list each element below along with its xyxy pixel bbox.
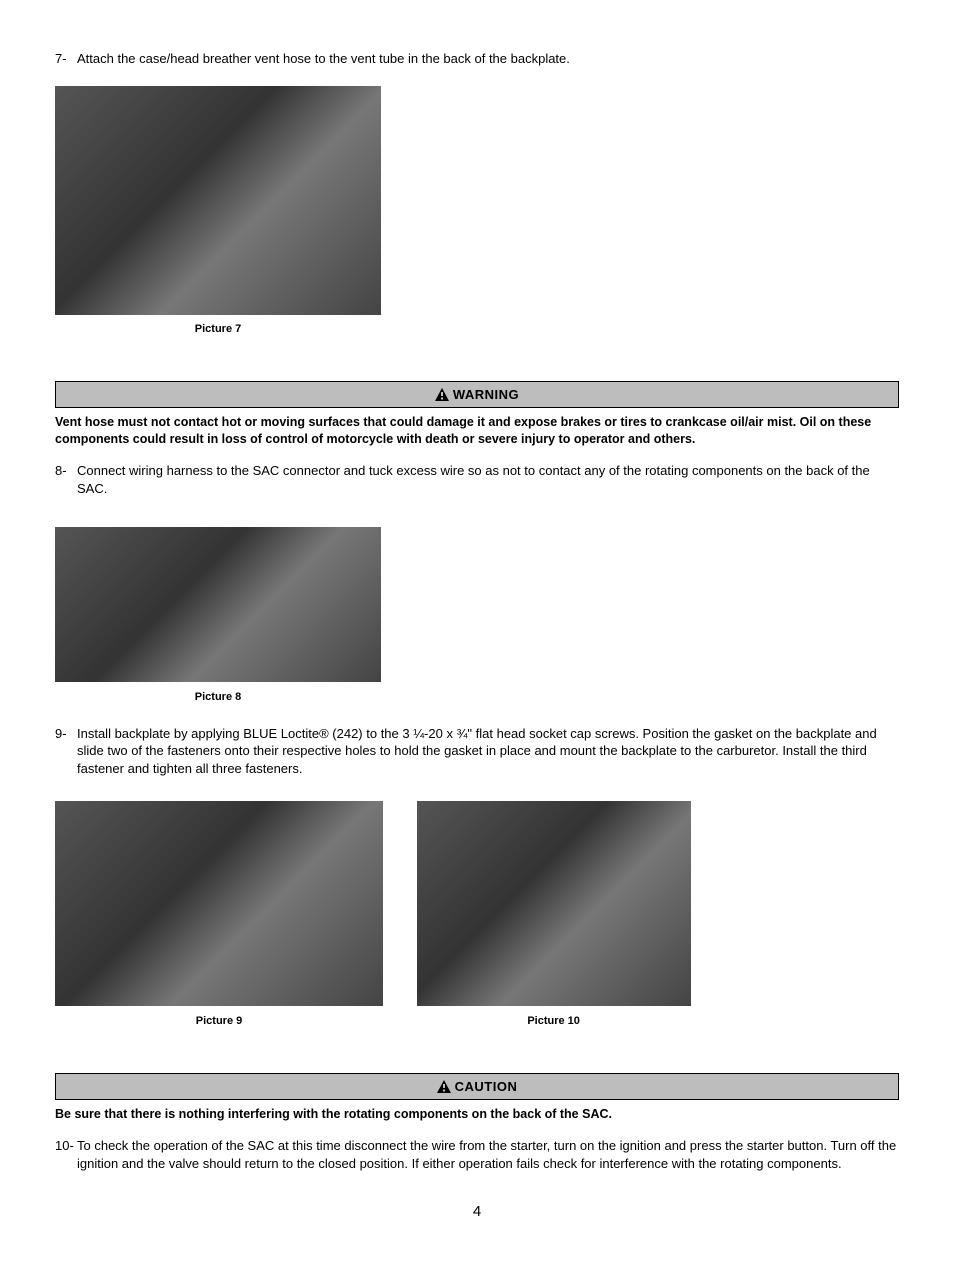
step-text: Attach the case/head breather vent hose … [77,50,899,68]
step-10: 10- To check the operation of the SAC at… [55,1137,899,1172]
picture-9-caption: Picture 9 [55,1014,383,1029]
step-number: 10- [55,1137,77,1172]
step-text: Install backplate by applying BLUE Locti… [77,725,899,778]
figure-9-10-row: Picture 9 Picture 10 [55,801,899,1028]
figure-8: Picture 8 [55,527,899,704]
caution-label: CAUTION [455,1079,518,1094]
picture-10-image [417,801,691,1006]
picture-9-image [55,801,383,1006]
picture-7-caption: Picture 7 [55,322,381,337]
step-text: Connect wiring harness to the SAC connec… [77,462,899,497]
picture-7-image [55,86,381,315]
warning-header: WARNING [55,381,899,409]
step-text: To check the operation of the SAC at thi… [77,1137,899,1172]
warning-icon [435,388,449,401]
step-number: 8- [55,462,77,497]
page-number: 4 [55,1202,899,1222]
picture-10-caption: Picture 10 [417,1014,691,1029]
step-number: 9- [55,725,77,778]
figure-7: Picture 7 [55,86,899,337]
warning-body: Vent hose must not contact hot or moving… [55,414,899,448]
caution-body: Be sure that there is nothing interferin… [55,1106,899,1123]
step-8: 8- Connect wiring harness to the SAC con… [55,462,899,497]
caution-header: CAUTION [55,1073,899,1101]
warning-label: WARNING [453,387,519,402]
picture-8-caption: Picture 8 [55,690,381,705]
step-7: 7- Attach the case/head breather vent ho… [55,50,899,68]
step-9: 9- Install backplate by applying BLUE Lo… [55,725,899,778]
caution-icon [437,1080,451,1093]
step-number: 7- [55,50,77,68]
picture-8-image [55,527,381,682]
